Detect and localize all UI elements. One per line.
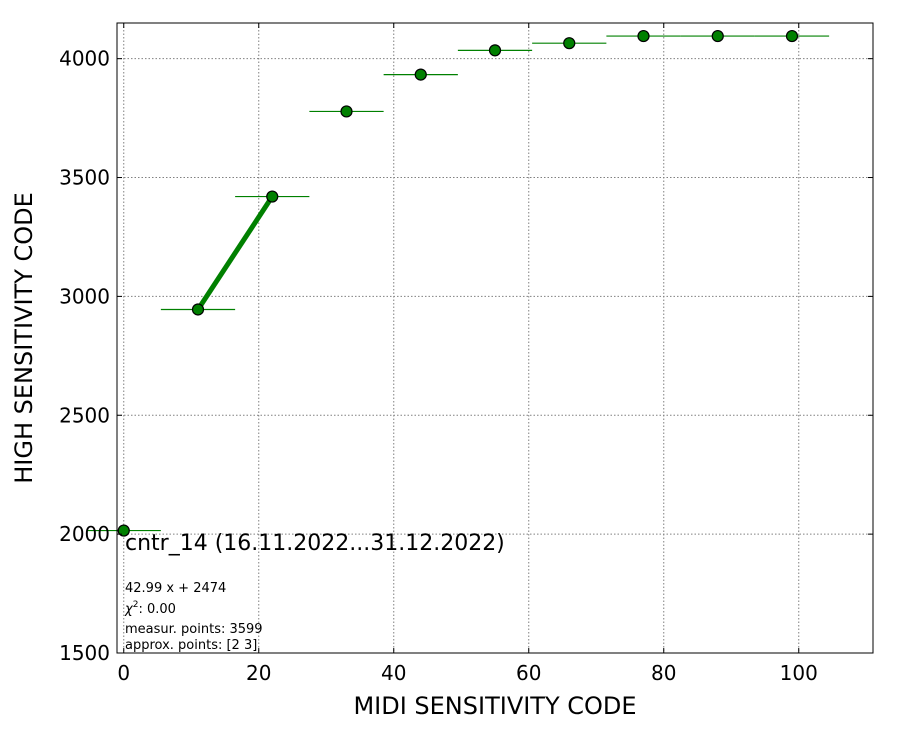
data-point: [117, 524, 130, 537]
chi2-annotation: χ2: 0.00: [124, 600, 176, 617]
y-axis-label: HIGH SENSITIVITY CODE: [10, 192, 38, 484]
plot-frame: [116, 22, 874, 654]
y-tick-label: 3500: [59, 166, 110, 190]
chi2-value: : 0.00: [138, 602, 175, 617]
x-tick-label: 40: [381, 661, 406, 685]
data-point: [191, 303, 205, 316]
x-tick-label: 80: [651, 661, 676, 685]
data-points: [117, 29, 799, 537]
chart-annotation-label: cntr_14 (16.11.2022...31.12.2022): [125, 531, 505, 556]
axis-ticks: 0 20 40 60 80 100 1500 2000 2500 3000 3500 4000: [59, 23, 873, 685]
y-tick-label: 2000: [59, 522, 110, 546]
data-point: [414, 68, 427, 81]
approx-points-annotation: approx. points: [2 3]: [125, 638, 257, 653]
error-bars: [86, 35, 830, 532]
chi2-superscript: 2: [133, 600, 139, 610]
x-tick-label: 100: [780, 661, 818, 685]
data-point: [488, 44, 502, 57]
fit-equation: 42.99 x + 2474: [125, 581, 226, 596]
grid-lines: [117, 23, 873, 654]
data-point: [340, 105, 353, 118]
y-tick-label: 1500: [59, 641, 110, 665]
x-tick-label: 60: [516, 661, 541, 685]
fit-line: [195, 195, 275, 311]
y-tick-label: 3000: [59, 284, 110, 308]
data-point: [785, 29, 799, 43]
x-axis-label: MIDI SENSITIVITY CODE: [353, 692, 636, 720]
data-point: [711, 29, 724, 43]
x-tick-label: 20: [246, 661, 271, 685]
y-tick-label: 4000: [59, 47, 110, 71]
data-point: [563, 37, 576, 50]
data-point: [637, 29, 650, 43]
y-tick-label: 2500: [59, 403, 110, 427]
fit-segment: [195, 195, 275, 311]
data-point: [266, 190, 279, 203]
measur-points-annotation: measur. points: 3599: [125, 622, 263, 637]
chi2-symbol: χ: [124, 602, 134, 617]
x-tick-label: 0: [117, 661, 130, 685]
